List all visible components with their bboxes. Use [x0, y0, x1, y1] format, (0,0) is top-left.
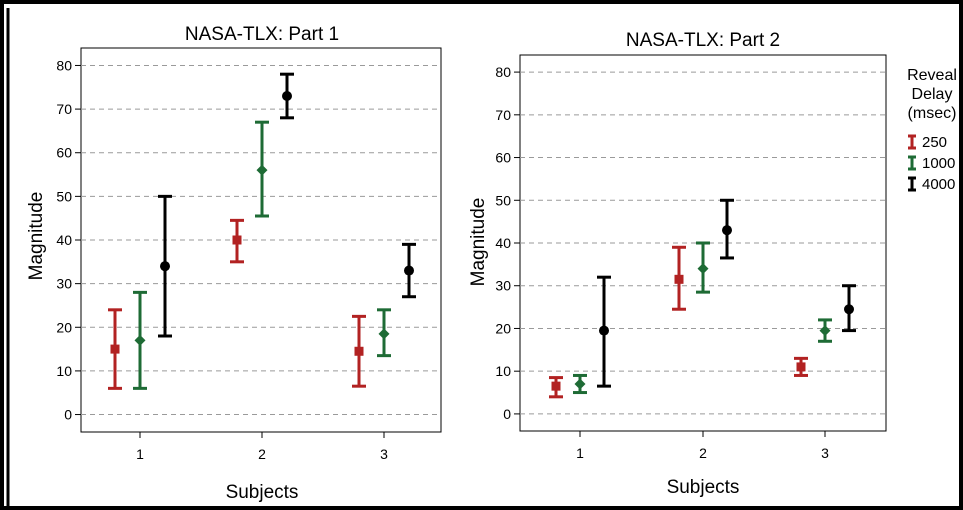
legend-label: 250	[922, 134, 947, 151]
y-tick-label: 40	[56, 232, 72, 248]
mean-marker	[232, 235, 242, 245]
y-tick-label: 0	[503, 406, 511, 422]
error-bar-250-subject-1	[108, 308, 122, 390]
mean-marker	[574, 378, 586, 390]
x-axis-label: Subjects	[226, 482, 299, 503]
error-bar-250-subject-2	[230, 218, 244, 264]
mean-marker	[256, 164, 268, 176]
x-axis-label: Subjects	[667, 477, 740, 498]
legend-title-line-3: (msec)	[908, 105, 957, 122]
legend-errorbar-icon	[908, 155, 916, 171]
legend-label: 1000	[922, 155, 955, 172]
mean-marker	[844, 304, 854, 315]
legend-label: 4000	[922, 176, 955, 193]
error-bar-1000-subject-2	[255, 120, 269, 218]
legend-item-250: 250	[908, 134, 947, 151]
y-axis-label: Magnitude	[468, 198, 489, 287]
x-tick-label: 2	[699, 445, 707, 461]
mean-marker	[796, 362, 806, 372]
error-bar-1000-subject-3	[818, 318, 832, 343]
y-tick-label: 60	[495, 150, 511, 166]
y-axis-label: Magnitude	[26, 192, 47, 281]
y-axis-ticks: 0 10 20 30 40 50 60 70 80	[56, 57, 81, 423]
y-tick-label: 70	[495, 107, 511, 123]
legend: Reveal Delay (msec) 250 1000 4000	[907, 67, 957, 193]
legend-title-line-1: Reveal	[907, 67, 957, 84]
x-tick-label: 3	[821, 445, 829, 461]
y-tick-label: 20	[56, 319, 72, 335]
mean-marker	[599, 325, 609, 336]
grid-lines	[81, 64, 441, 416]
x-tick-label: 2	[258, 446, 266, 462]
legend-errorbar-icon	[908, 134, 916, 150]
mean-marker	[134, 334, 146, 346]
y-tick-label: 50	[56, 188, 72, 204]
legend-item-1000: 1000	[908, 155, 955, 172]
legend-items: 250 1000 4000	[908, 134, 955, 193]
mean-marker	[378, 328, 390, 340]
error-bars	[549, 198, 856, 399]
x-tick-label: 1	[136, 446, 144, 462]
error-bar-1000-subject-1	[133, 290, 147, 390]
legend-item-4000: 4000	[908, 176, 955, 193]
y-axis-ticks: 0 10 20 30 40 50 60 70 80	[495, 64, 520, 422]
error-bar-1000-subject-3	[377, 308, 391, 358]
y-tick-label: 30	[56, 276, 72, 292]
error-bar-1000-subject-1	[573, 373, 587, 395]
y-tick-label: 60	[56, 145, 72, 161]
y-tick-label: 10	[56, 363, 72, 379]
panel-part-1: NASA-TLX: Part 1 Subjects Magnitude 0 10 2…	[26, 24, 442, 503]
y-tick-label: 80	[56, 57, 72, 73]
y-tick-label: 70	[56, 101, 72, 117]
x-axis-ticks: 1 2 3	[576, 431, 829, 461]
mean-marker	[697, 263, 709, 275]
legend-errorbar-icon	[908, 176, 916, 192]
legend-title-line-2: Delay	[912, 86, 953, 103]
y-tick-label: 50	[495, 192, 511, 208]
mean-marker	[404, 265, 414, 276]
mean-marker	[819, 325, 831, 337]
mean-marker	[674, 274, 684, 284]
mean-marker	[722, 225, 732, 236]
error-bar-4000-subject-2	[720, 198, 734, 260]
mean-marker	[551, 381, 561, 391]
error-bar-4000-subject-2	[280, 72, 294, 120]
x-tick-label: 3	[380, 446, 388, 462]
error-bar-4000-subject-1	[158, 194, 172, 338]
x-axis-ticks: 1 2 3	[136, 432, 388, 462]
panel-title: NASA-TLX: Part 2	[626, 30, 780, 51]
error-bar-250-subject-2	[672, 245, 686, 311]
error-bars	[108, 72, 416, 390]
error-bar-250-subject-3	[352, 314, 366, 388]
mean-marker	[110, 344, 120, 354]
panel-part-2: NASA-TLX: Part 2 Subjects Magnitude 0 10 2…	[468, 30, 887, 498]
y-tick-label: 30	[495, 278, 511, 294]
y-tick-label: 0	[64, 407, 72, 423]
y-tick-label: 80	[495, 64, 511, 80]
x-tick-label: 1	[576, 445, 584, 461]
y-tick-label: 40	[495, 235, 511, 251]
error-bar-1000-subject-2	[696, 241, 710, 294]
panel-title: NASA-TLX: Part 1	[185, 24, 339, 45]
y-tick-label: 10	[495, 363, 511, 379]
error-bar-4000-subject-1	[597, 275, 611, 388]
error-bar-250-subject-3	[794, 356, 808, 377]
mean-marker	[282, 91, 292, 101]
error-bar-4000-subject-3	[402, 242, 416, 299]
y-tick-label: 20	[495, 320, 511, 336]
error-bar-4000-subject-3	[842, 284, 856, 333]
mean-marker	[354, 346, 364, 356]
mean-marker	[160, 261, 170, 272]
error-bar-250-subject-1	[549, 376, 563, 399]
